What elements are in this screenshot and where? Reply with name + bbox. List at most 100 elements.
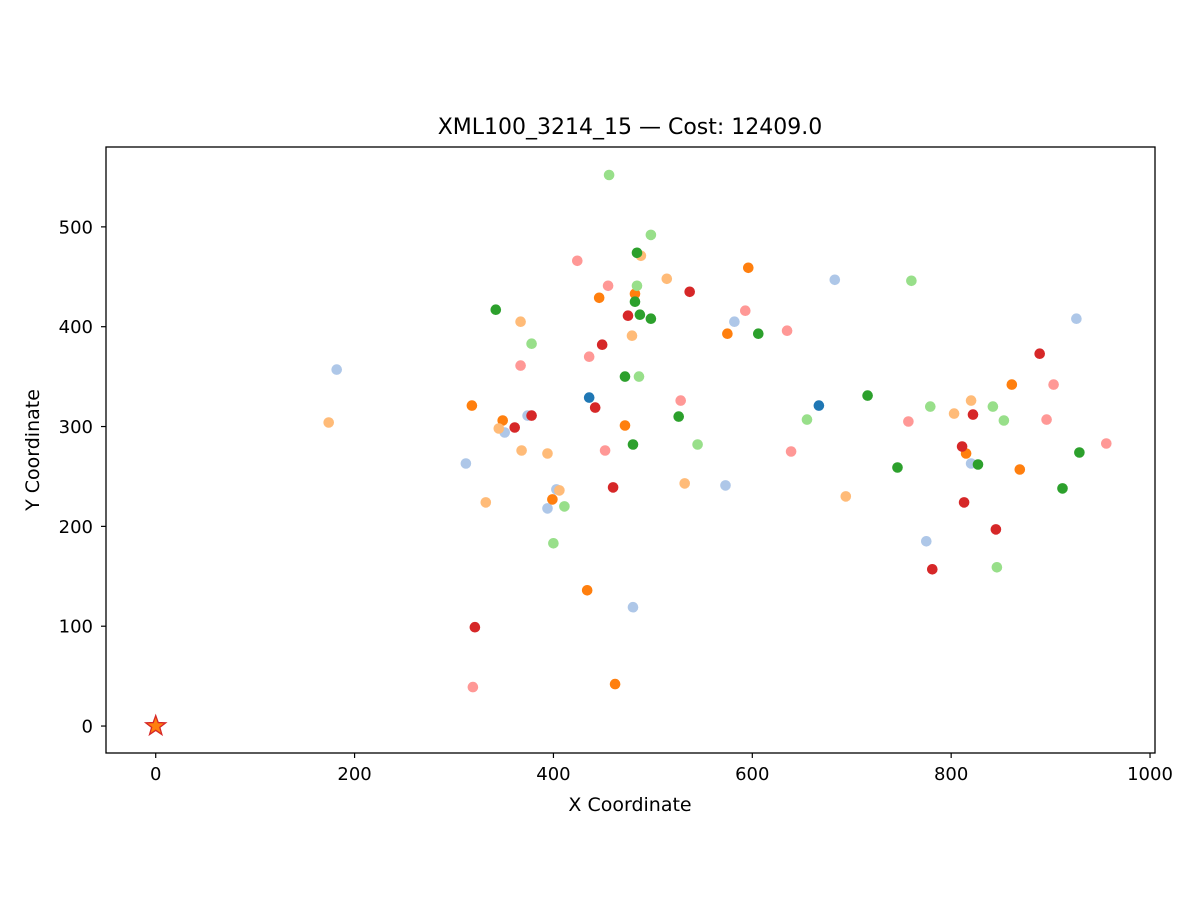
data-point — [956, 441, 968, 452]
data-point — [583, 351, 595, 363]
data-point — [892, 462, 903, 473]
data-point — [509, 422, 520, 433]
x-tick-label: 200 — [337, 764, 371, 785]
data-point — [684, 286, 695, 298]
x-tick-label: 0 — [150, 764, 161, 785]
data-point — [927, 564, 938, 575]
data-point — [740, 305, 751, 317]
data-point — [626, 330, 638, 342]
data-point — [526, 410, 537, 421]
data-point — [722, 328, 733, 340]
data-point — [692, 439, 703, 450]
data-point — [753, 328, 764, 340]
x-tick-label: 1000 — [1127, 764, 1173, 785]
data-points — [143, 169, 1112, 737]
data-point — [903, 416, 914, 427]
data-point — [599, 445, 611, 456]
data-point — [801, 414, 813, 425]
y-axis-label: Y Coordinate — [22, 389, 44, 512]
data-point — [542, 448, 553, 459]
data-point — [1057, 483, 1068, 494]
data-point — [925, 401, 936, 412]
data-point — [998, 415, 1010, 426]
data-point — [645, 229, 657, 241]
x-tick-label: 600 — [735, 764, 769, 785]
data-point — [633, 371, 645, 382]
data-point — [1041, 414, 1052, 425]
data-point — [622, 310, 634, 322]
data-point — [497, 415, 509, 426]
data-point — [548, 538, 559, 549]
data-point — [661, 273, 673, 285]
data-point — [526, 338, 537, 350]
data-point — [603, 169, 615, 181]
data-point — [493, 423, 505, 434]
data-point — [631, 280, 643, 292]
data-point — [607, 482, 619, 493]
data-point — [609, 678, 621, 690]
y-tick-label: 400 — [59, 317, 93, 338]
data-point — [645, 313, 657, 325]
data-point — [631, 247, 643, 259]
data-point — [581, 585, 593, 596]
y-tick-label: 200 — [59, 517, 93, 538]
chart-title: XML100_3214_15 — Cost: 12409.0 — [438, 115, 823, 140]
data-point — [1006, 379, 1018, 390]
x-tick-label: 800 — [934, 764, 968, 785]
data-point — [958, 497, 970, 508]
data-point — [559, 501, 570, 512]
data-point — [542, 503, 553, 514]
data-point — [785, 446, 797, 457]
data-point — [583, 392, 595, 403]
data-point — [743, 262, 754, 274]
data-point — [619, 420, 631, 431]
y-tick-label: 0 — [82, 717, 93, 738]
data-point — [466, 400, 478, 411]
data-point — [602, 280, 614, 292]
data-point — [460, 458, 472, 469]
data-point — [679, 478, 690, 489]
data-point — [596, 339, 608, 351]
data-point — [1048, 379, 1059, 390]
data-point — [673, 411, 684, 422]
data-point — [515, 360, 526, 371]
data-point — [906, 275, 917, 287]
y-tick-label: 100 — [59, 617, 93, 638]
data-point — [480, 497, 492, 508]
data-point — [720, 480, 731, 491]
data-point — [972, 459, 984, 470]
depot-star-marker — [143, 713, 168, 737]
data-point — [593, 292, 605, 304]
data-point — [572, 255, 583, 267]
y-tick-label: 500 — [59, 217, 93, 238]
data-point — [467, 681, 479, 693]
y-axis: 0 100 200 300 400 500 — [59, 217, 106, 738]
data-point — [469, 621, 481, 633]
data-point — [1071, 313, 1082, 325]
data-point — [1034, 348, 1045, 360]
x-axis-label: X Coordinate — [568, 794, 691, 816]
data-point — [965, 395, 977, 406]
data-point — [987, 401, 999, 412]
data-point — [729, 316, 740, 328]
data-point — [629, 296, 641, 308]
data-point — [967, 409, 979, 420]
data-point — [627, 601, 639, 613]
data-point — [675, 395, 686, 406]
data-point — [547, 494, 558, 505]
data-point — [921, 536, 932, 547]
data-point — [323, 417, 335, 428]
data-point — [629, 288, 641, 300]
data-point — [948, 408, 960, 419]
data-point — [781, 325, 793, 337]
data-point — [840, 491, 852, 502]
y-tick-label: 300 — [59, 417, 93, 438]
data-point — [554, 485, 565, 496]
data-point — [634, 309, 646, 321]
data-point — [813, 400, 825, 411]
data-point — [990, 524, 1002, 535]
x-tick-label: 400 — [536, 764, 570, 785]
data-point — [331, 364, 343, 375]
data-point — [627, 439, 639, 450]
